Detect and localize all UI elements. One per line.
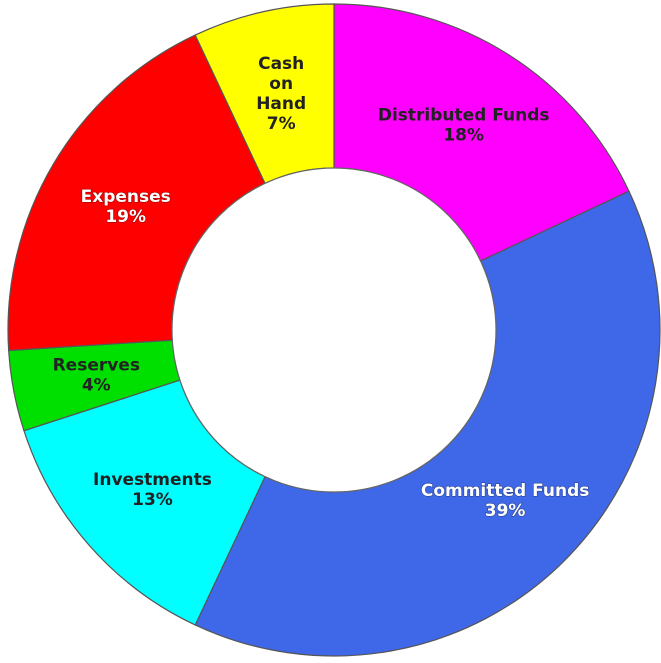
category-label-cash-on-hand: Cash xyxy=(258,54,304,74)
category-label-committed-funds: Committed Funds xyxy=(421,481,590,501)
value-label-committed-funds: 39% xyxy=(485,501,526,521)
donut-hole xyxy=(171,167,497,493)
category-label-cash-on-hand: Hand xyxy=(256,94,306,114)
category-label-distributed-funds: Distributed Funds xyxy=(378,106,550,126)
value-label-investments: 13% xyxy=(132,490,173,510)
value-label-cash-on-hand: 7% xyxy=(267,114,296,134)
value-label-distributed-funds: 18% xyxy=(443,126,484,146)
category-label-cash-on-hand: on xyxy=(269,74,293,94)
value-label-reserves: 4% xyxy=(82,375,111,395)
category-label-expenses: Expenses xyxy=(81,187,171,207)
value-label-expenses: 19% xyxy=(105,207,146,227)
category-label-reserves: Reserves xyxy=(53,355,140,375)
category-label-investments: Investments xyxy=(93,470,212,490)
